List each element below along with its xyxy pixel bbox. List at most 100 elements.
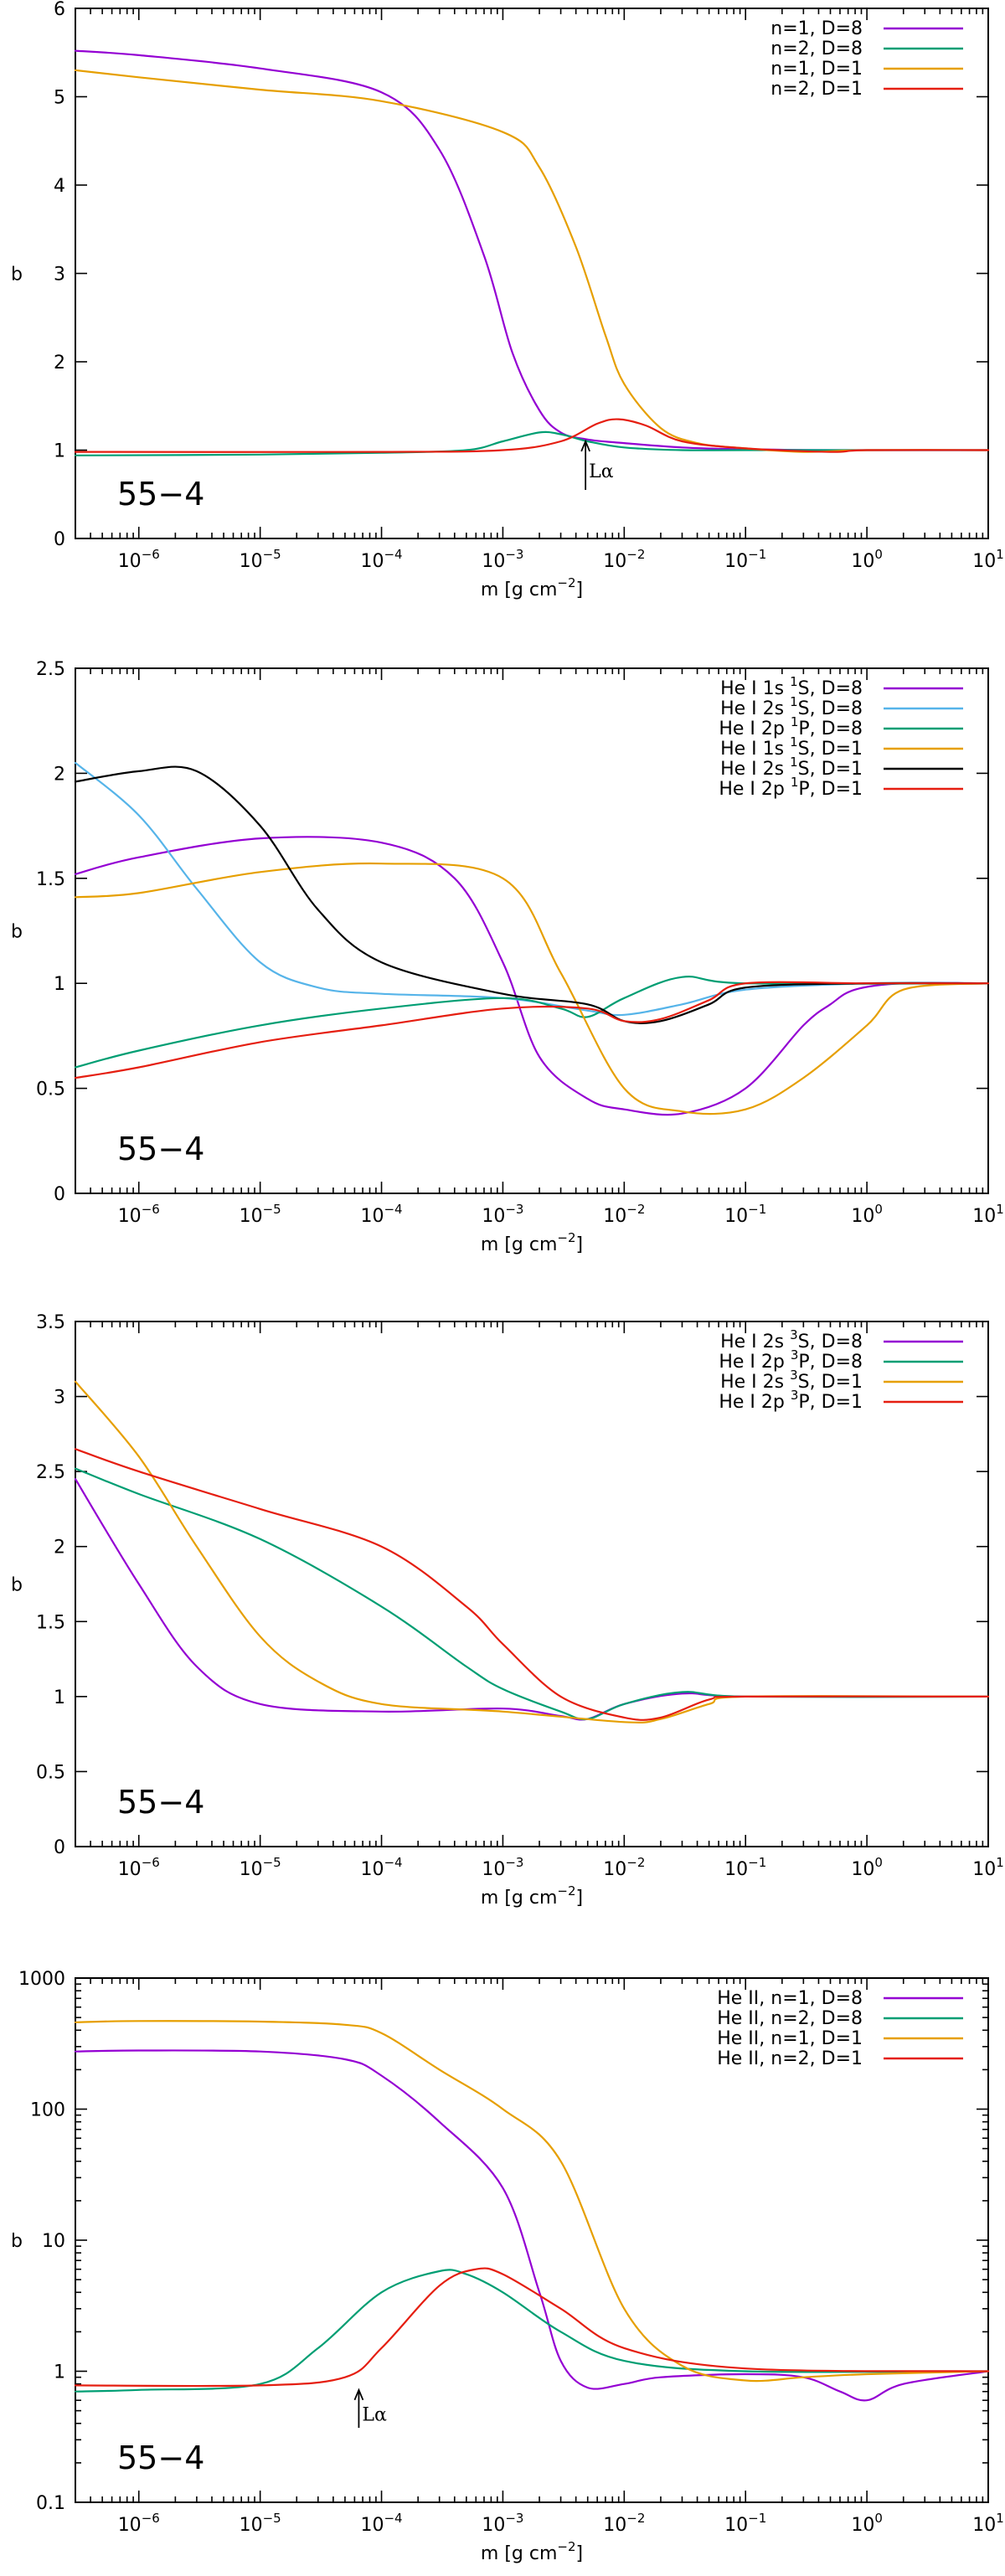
- x-tick-label: 10−5: [240, 2511, 281, 2536]
- y-tick-label: 0.1: [36, 2493, 65, 2514]
- series-line-2: [74, 69, 990, 453]
- x-tick-label: 10−6: [118, 1202, 160, 1227]
- y-tick-label: 100: [30, 2100, 65, 2121]
- x-tick-label: 10−2: [603, 1855, 645, 1880]
- x-tick-label: 101: [972, 1855, 1004, 1880]
- x-tick-label: 10−5: [240, 1202, 281, 1227]
- x-axis-ticks: [75, 668, 989, 1193]
- legend-label: He II, n=1, D=8: [717, 1988, 863, 2009]
- x-tick-label: 10−5: [240, 547, 281, 572]
- x-tick-label: 10−1: [724, 1855, 766, 1880]
- series-line-4: [74, 765, 990, 1024]
- y-tick-label: 0: [54, 529, 65, 550]
- y-tick-label: 1.5: [36, 869, 65, 890]
- y-tick-label: 2: [54, 764, 65, 785]
- x-axis-ticks: [75, 8, 989, 538]
- y-axis-title: b: [11, 265, 23, 286]
- legend-label: He I 2s 3S, D=1: [720, 1368, 863, 1393]
- legend: n=1, D=8n=2, D=8n=1, D=1n=2, D=1: [770, 18, 963, 100]
- legend-label: He I 2p 1P, D=8: [719, 714, 863, 739]
- model-label: 55−4: [117, 2439, 204, 2476]
- y-tick-label: 3: [54, 265, 65, 286]
- series-line-2: [74, 2020, 990, 2383]
- y-tick-label: 1000: [18, 1969, 65, 1990]
- legend-label: n=2, D=1: [770, 79, 863, 100]
- panel-he-i-singlet-departure: 10−6 10−5 10−4 10−3 10−2 10−1 100 101 0 0.5 1 1.5 2 2…: [11, 659, 1004, 1255]
- x-tick-label: 10−2: [603, 547, 645, 572]
- y-tick-label: 1: [54, 974, 65, 995]
- x-tick-label: 10−3: [482, 1855, 523, 1880]
- y-tick-label: 0.5: [36, 1762, 65, 1783]
- y-tick-label: 0.5: [36, 1079, 65, 1100]
- y-tick-label: 1: [54, 2362, 65, 2383]
- series-line-3: [74, 2267, 990, 2388]
- x-tick-label: 10−4: [360, 2511, 402, 2536]
- legend-label: n=1, D=8: [770, 18, 863, 39]
- x-tick-label: 10−6: [118, 1855, 160, 1880]
- x-tick-label: 10−3: [482, 1202, 523, 1227]
- y-tick-label: 2: [54, 1538, 65, 1558]
- series-line-5: [74, 981, 990, 1079]
- legend: He I 1s 1S, D=8He I 2s 1S, D=8He I 2p 1P…: [719, 674, 963, 800]
- legend-label: He I 2s 3S, D=8: [720, 1327, 863, 1352]
- x-tick-label: 100: [851, 2511, 883, 2536]
- series-line-1: [74, 1467, 990, 1721]
- series-line-3: [74, 1448, 990, 1721]
- y-tick-label: 6: [54, 0, 65, 20]
- y-tick-label: 1: [54, 1687, 65, 1708]
- legend-label: He I 1s 1S, D=8: [720, 674, 863, 699]
- panel-he-i-triplet-departure: 10−6 10−5 10−4 10−3 10−2 10−1 100 101 0 0.5 1 1.5 2 2…: [11, 1312, 1004, 1909]
- series-line-2: [74, 1380, 990, 1723]
- series-line-1: [74, 761, 990, 1017]
- legend: He II, n=1, D=8He II, n=2, D=8He II, n=1…: [717, 1988, 963, 2069]
- y-tick-label: 2.5: [36, 1462, 65, 1483]
- x-tick-label: 100: [851, 1855, 883, 1880]
- legend-label: He II, n=1, D=1: [717, 2028, 863, 2049]
- y-axis-title: b: [11, 922, 23, 943]
- y-tick-label: 5: [54, 88, 65, 109]
- x-tick-label: 10−2: [603, 1202, 645, 1227]
- x-tick-label: 10−4: [360, 1855, 402, 1880]
- annotation-arrowhead: [353, 2388, 364, 2401]
- x-tick-label: 101: [972, 1202, 1004, 1227]
- legend-label: He I 2s 1S, D=1: [720, 755, 863, 780]
- panel-he-ii-departure: 10−6 10−5 10−4 10−3 10−2 10−1 100 101 0.1 1 10 100 1…: [11, 1969, 1004, 2564]
- x-axis-title: m [g cm−2]: [481, 575, 583, 600]
- model-label: 55−4: [117, 1131, 204, 1167]
- legend-label: He I 2p 1P, D=1: [719, 775, 863, 800]
- model-label: 55−4: [117, 1784, 204, 1821]
- series-line-1: [74, 2269, 990, 2393]
- x-axis-ticks: [75, 1978, 989, 2502]
- x-tick-label: 10−1: [724, 1202, 766, 1227]
- y-tick-label: 1.5: [36, 1612, 65, 1633]
- legend-label: He I 2p 3P, D=1: [719, 1388, 863, 1413]
- x-tick-label: 10−2: [603, 2511, 645, 2536]
- y-axis-ticks: [75, 1977, 988, 2503]
- x-tick-label: 10−1: [724, 2511, 766, 2536]
- series-line-1: [74, 430, 990, 456]
- x-tick-label: 10−3: [482, 2511, 523, 2536]
- x-tick-label: 10−4: [360, 547, 402, 572]
- y-tick-label: 3: [54, 1388, 65, 1409]
- legend-label: He II, n=2, D=1: [717, 2048, 863, 2069]
- series-line-3: [74, 862, 990, 1115]
- lyman-alpha-annotation: Lα: [353, 2388, 387, 2429]
- legend-label: n=2, D=8: [770, 39, 863, 59]
- x-tick-label: 101: [972, 2511, 1004, 2536]
- x-tick-label: 10−1: [724, 547, 766, 572]
- legend-label: He II, n=2, D=8: [717, 2008, 863, 2029]
- lyman-alpha-annotation: Lα: [580, 439, 614, 490]
- y-tick-label: 10: [42, 2231, 65, 2252]
- x-axis-title: m [g cm−2]: [481, 2539, 583, 2564]
- x-axis-ticks: [75, 1321, 989, 1847]
- legend: He I 2s 3S, D=8He I 2p 3P, D=8He I 2s 3S…: [719, 1327, 963, 1413]
- x-tick-label: 100: [851, 547, 883, 572]
- series-line-3: [74, 418, 990, 453]
- x-tick-label: 10−6: [118, 2511, 160, 2536]
- y-tick-label: 3.5: [36, 1312, 65, 1333]
- series-line-0: [74, 2049, 990, 2402]
- x-tick-label: 10−5: [240, 1855, 281, 1880]
- x-tick-label: 10−3: [482, 547, 523, 572]
